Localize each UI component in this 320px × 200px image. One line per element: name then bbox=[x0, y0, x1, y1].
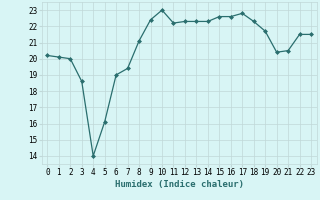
X-axis label: Humidex (Indice chaleur): Humidex (Indice chaleur) bbox=[115, 180, 244, 189]
